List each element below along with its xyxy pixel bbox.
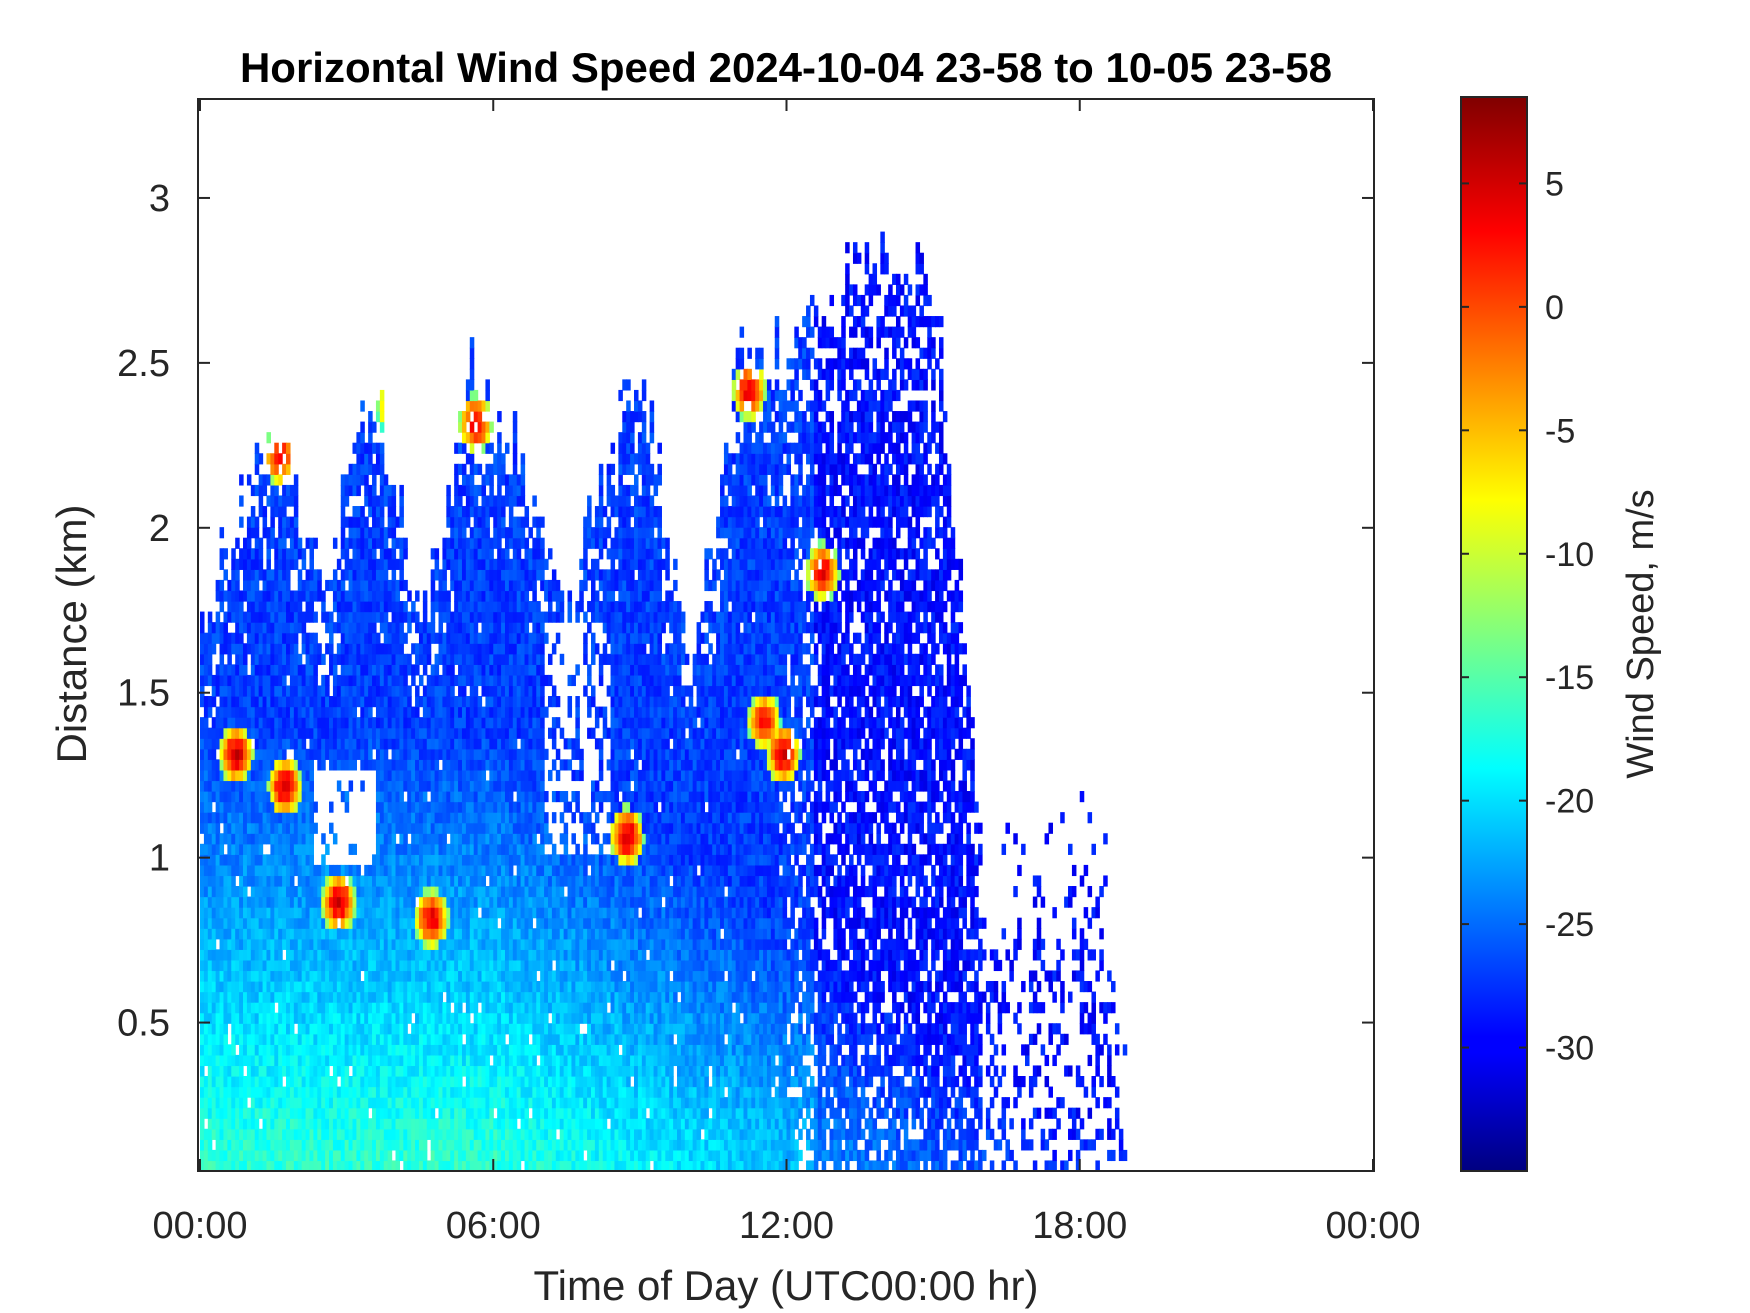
heatmap-cells	[200, 231, 1128, 1171]
y-tick-label: 2.5	[117, 343, 170, 385]
colorbar-label: Wind Speed, m/s	[1620, 489, 1662, 778]
colorbar-tick-label: -25	[1545, 906, 1594, 944]
y-tick-label: 0.5	[117, 1003, 170, 1045]
colorbar	[1460, 96, 1528, 1172]
colorbar-tick-label: 5	[1545, 165, 1564, 203]
y-axis: 0.5 1 1.5 2 2.5 3	[117, 178, 1374, 1045]
y-tick-label: 1	[149, 838, 170, 880]
y-tick-label: 3	[149, 178, 170, 220]
y-tick-label: 1.5	[117, 673, 170, 715]
colorbar-tick-label: -30	[1545, 1030, 1594, 1068]
colorbar-tick-label: 0	[1545, 289, 1564, 327]
x-tick-label: 06:00	[446, 1205, 541, 1247]
chart-title: Horizontal Wind Speed 2024-10-04 23-58 t…	[240, 44, 1332, 91]
x-tick-label: 18:00	[1032, 1205, 1127, 1247]
colorbar-tick-label: -15	[1545, 659, 1594, 697]
y-axis-label: Distance (km)	[48, 504, 95, 763]
x-tick-label: 12:00	[739, 1205, 834, 1247]
x-tick-label: 00:00	[152, 1205, 247, 1247]
x-tick-label: 00:00	[1325, 1205, 1420, 1247]
colorbar-tick-label: -10	[1545, 536, 1594, 574]
colorbar-ticks: 5 0 -5 -10 -15 -20 -25 -30	[1461, 165, 1594, 1068]
x-axis-label: Time of Day (UTC00:00 hr)	[534, 1262, 1039, 1309]
y-tick-label: 2	[149, 508, 170, 550]
colorbar-tick-label: -5	[1545, 412, 1575, 450]
x-axis: 00:00 06:00 12:00 18:00 00:00	[152, 99, 1421, 1247]
colorbar-tick-label: -20	[1545, 783, 1594, 821]
